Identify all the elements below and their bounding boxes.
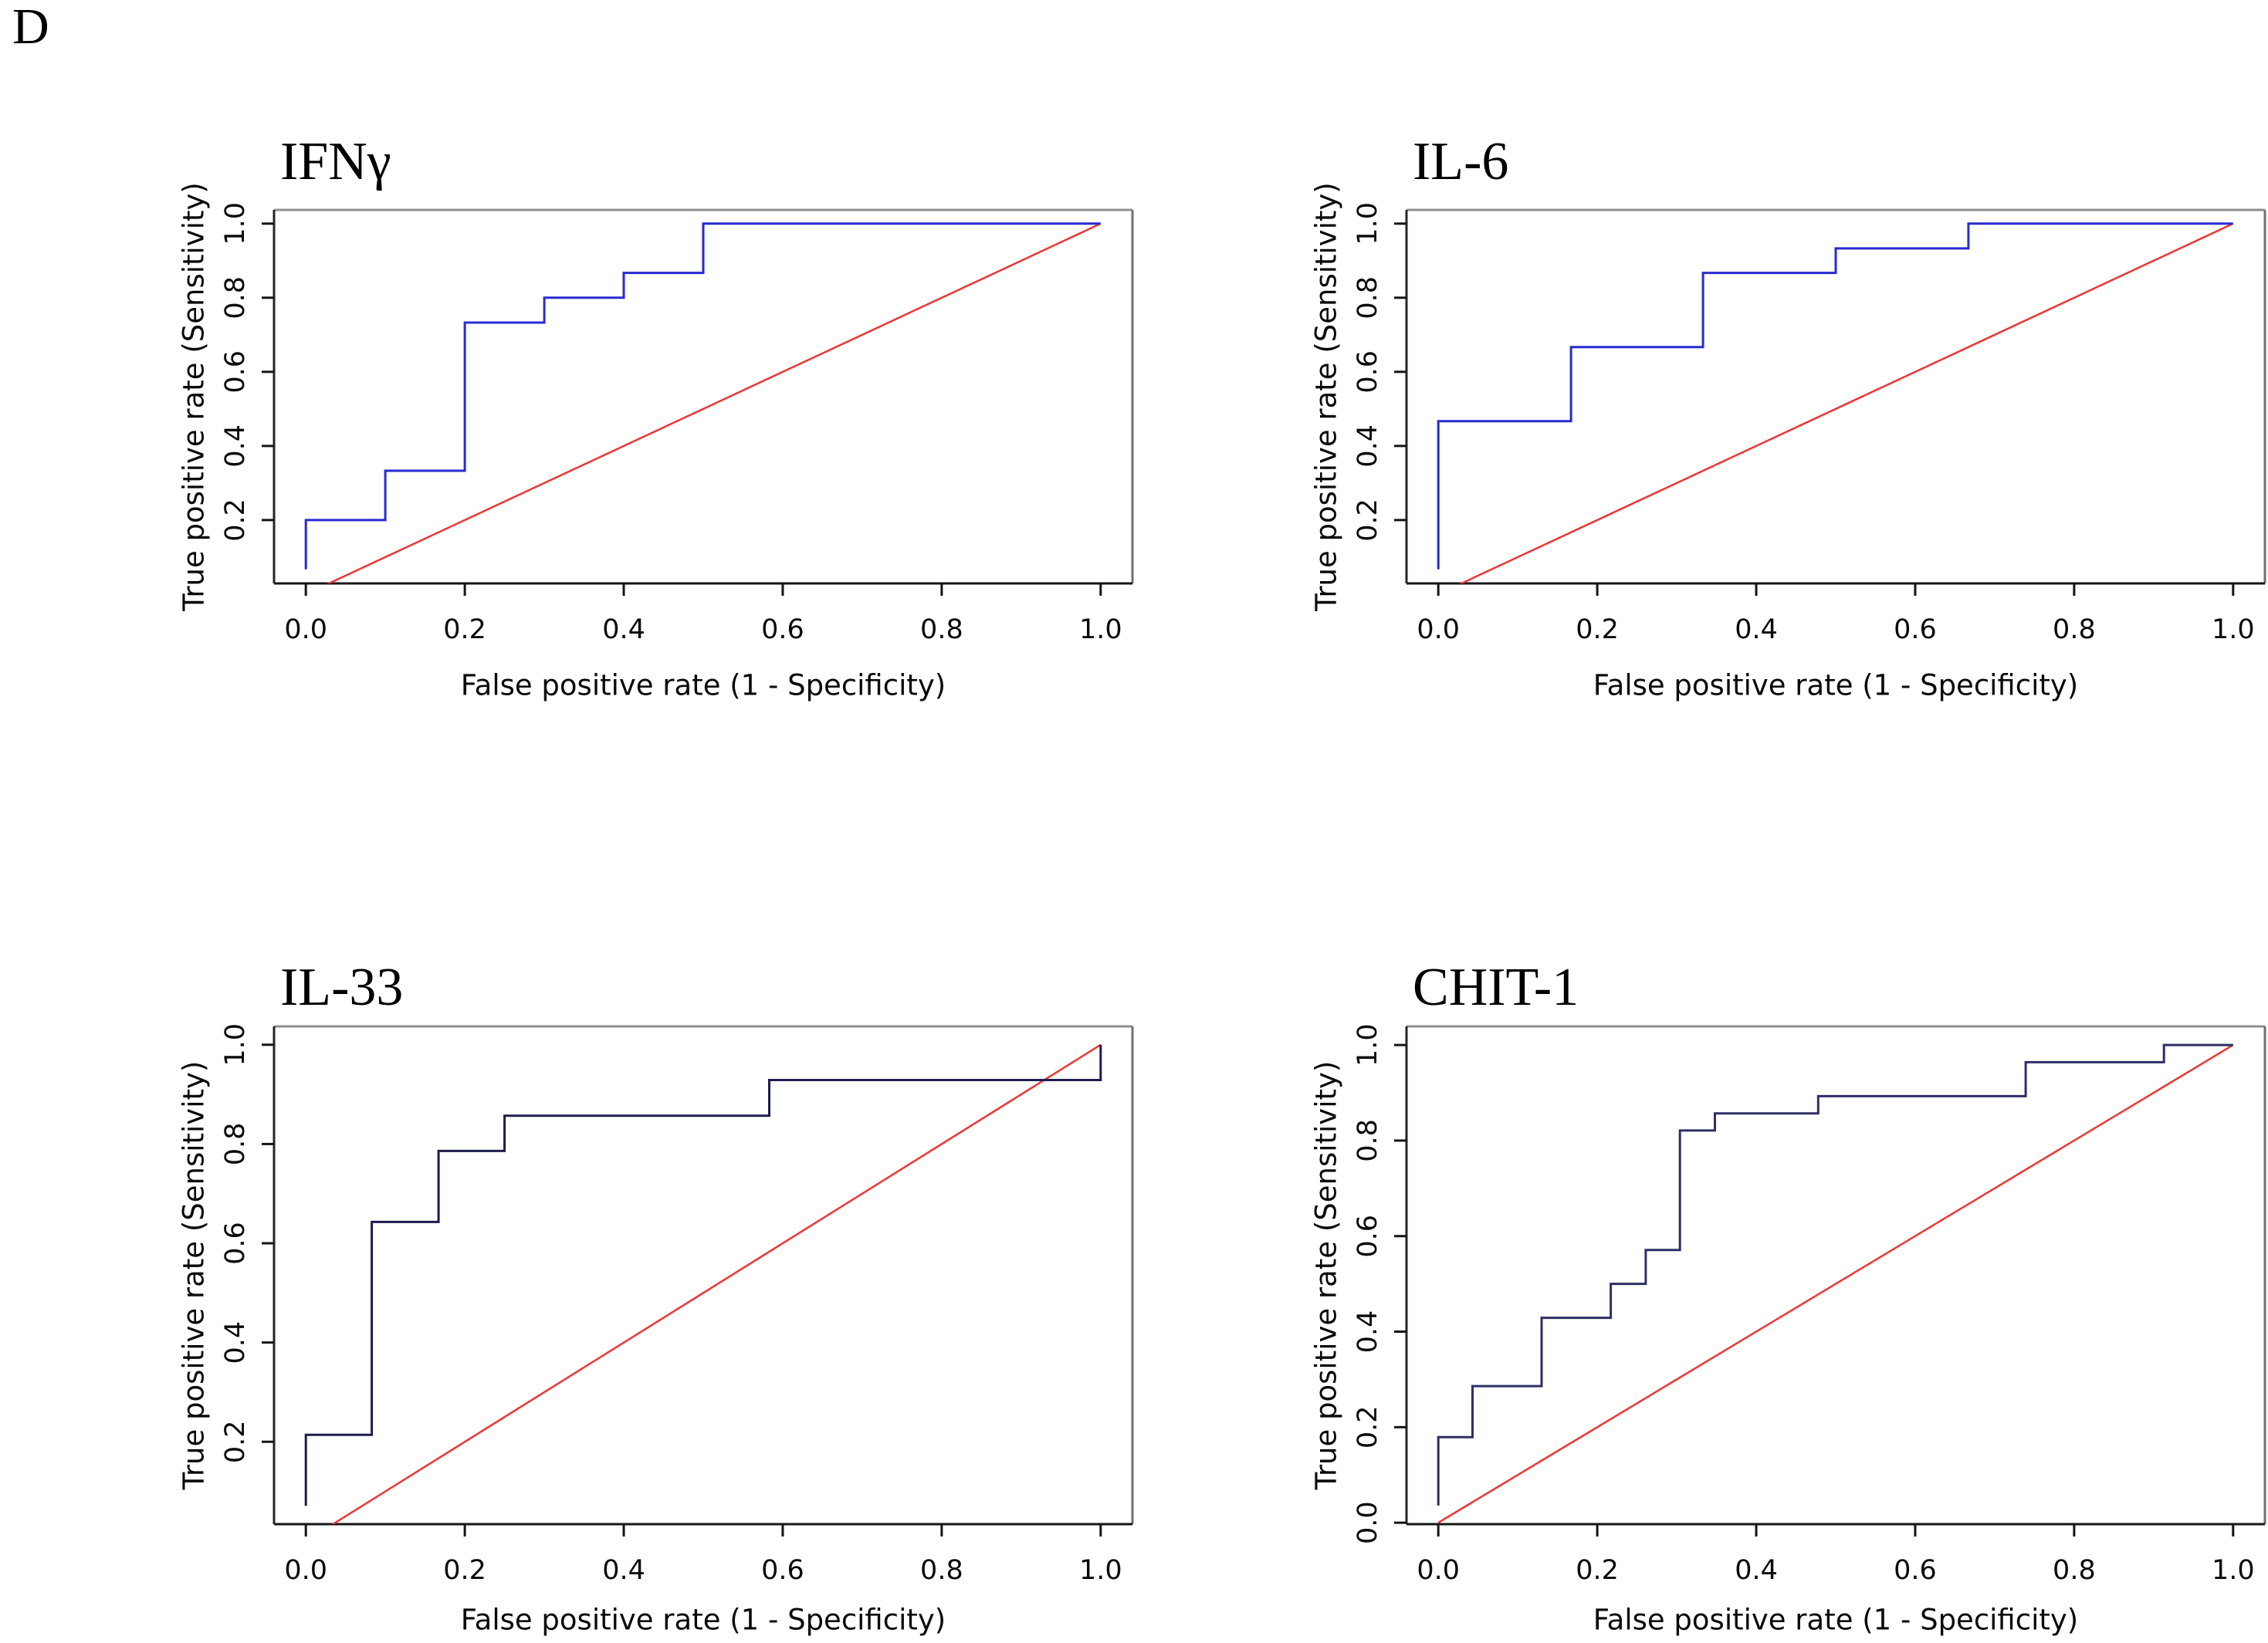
x-tick-label: 0.8 [2053, 614, 2096, 645]
y-tick-label: 0.6 [220, 1222, 251, 1265]
x-axis-title: False positive rate (1 - Specificity) [1593, 669, 2078, 702]
panel-title: IFNγ [280, 132, 391, 191]
x-tick-label: 0.2 [1576, 614, 1619, 645]
y-tick-label: 1.0 [220, 1023, 251, 1067]
y-tick-label: 0.6 [1352, 1215, 1383, 1258]
roc-plot-svg: IL-33 0.0 0.2 0.4 0.6 0.8 1.0 0.2 0.4 0.6 0.8 1.0 Fa… [178, 958, 1134, 1637]
y-tick-label: 0.2 [1352, 499, 1383, 542]
y-tick-label: 0.8 [220, 276, 251, 319]
x-tick-label: 0.6 [761, 1555, 804, 1586]
x-tick-label: 1.0 [2212, 614, 2255, 645]
roc-plot-svg: CHIT-1 0.0 0.2 0.4 0.6 0.8 1.0 0.0 0.2 0.4 0.6 0.8 1… [1310, 958, 2266, 1637]
y-tick-label: 1.0 [220, 202, 251, 245]
x-tick-label: 0.0 [1417, 614, 1460, 645]
x-axis-title: False positive rate (1 - Specificity) [461, 669, 946, 702]
x-tick-label: 0.0 [284, 614, 327, 645]
x-axis-title: False positive rate (1 - Specificity) [1593, 1604, 2078, 1637]
roc-curve-line [1437, 1043, 2233, 1506]
x-tick-label: 1.0 [2212, 1555, 2255, 1586]
y-tick-label: 0.2 [220, 1420, 251, 1463]
roc-panel-chit1: CHIT-1 0.0 0.2 0.4 0.6 0.8 1.0 0.0 0.2 0.4 0.6 0.8 1… [1134, 822, 2268, 1643]
x-tick-label: 0.2 [443, 1555, 486, 1586]
y-tick-label: 0.2 [1352, 1406, 1383, 1449]
panel-title: IL-6 [1413, 132, 1508, 191]
y-tick-label: 0.8 [220, 1123, 251, 1166]
y-tick-label: 1.0 [1352, 1023, 1383, 1067]
x-tick-label: 0.8 [2053, 1555, 2096, 1586]
y-tick-label: 0.8 [1352, 1119, 1383, 1162]
x-tick-label: 0.0 [284, 1555, 327, 1586]
x-tick-label: 0.4 [602, 1555, 645, 1586]
roc-panel-il6: IL-6 0.0 0.2 0.4 0.6 0.8 1.0 0.2 0.4 0.6 0.8 1.0 Fal… [1134, 0, 2268, 822]
y-axis-title: True positive rate (Sensitivity) [178, 182, 211, 612]
reference-diagonal-line [330, 1043, 1102, 1524]
x-tick-label: 0.0 [1417, 1555, 1460, 1586]
x-tick-label: 0.2 [443, 614, 486, 645]
x-tick-label: 0.4 [1735, 614, 1778, 645]
roc-plot-svg: IL-6 0.0 0.2 0.4 0.6 0.8 1.0 0.2 0.4 0.6 0.8 1.0 Fal… [1310, 132, 2266, 702]
y-tick-label: 1.0 [1352, 202, 1383, 245]
y-tick-label: 0.8 [1352, 276, 1383, 319]
reference-diagonal-line [327, 222, 1102, 583]
y-axis-title: True positive rate (Sensitivity) [1310, 182, 1343, 612]
x-tick-label: 0.4 [1735, 1555, 1778, 1586]
figure-label: D [12, 0, 49, 55]
x-tick-label: 0.2 [1576, 1555, 1619, 1586]
roc-panel-il33: IL-33 0.0 0.2 0.4 0.6 0.8 1.0 0.2 0.4 0.6 0.8 1.0 Fa… [0, 822, 1134, 1643]
panel-title: CHIT-1 [1413, 958, 1579, 1017]
x-tick-label: 1.0 [1079, 1555, 1122, 1586]
y-tick-label: 0.4 [220, 424, 251, 468]
x-tick-label: 1.0 [1079, 614, 1122, 645]
x-tick-label: 0.4 [602, 614, 645, 645]
y-tick-label: 0.6 [220, 350, 251, 394]
x-tick-label: 0.8 [920, 614, 963, 645]
roc-plot-svg: IFNγ 0.0 0.2 0.4 0.6 0.8 1.0 0.2 0.4 0.6 0.8 1.0 Fal… [178, 132, 1134, 702]
x-axis-title: False positive rate (1 - Specificity) [461, 1604, 946, 1637]
y-tick-label: 0.2 [220, 499, 251, 542]
roc-curve-line [1437, 222, 2233, 570]
reference-diagonal-line [1437, 1044, 2234, 1524]
y-axis-title: True positive rate (Sensitivity) [1310, 1061, 1343, 1491]
roc-panel-ifng: IFNγ 0.0 0.2 0.4 0.6 0.8 1.0 0.2 0.4 0.6 0.8 1.0 Fal… [0, 0, 1134, 822]
reference-diagonal-line [1459, 222, 2234, 583]
roc-curve-line [304, 1044, 1102, 1506]
x-tick-label: 0.6 [1894, 614, 1937, 645]
y-tick-label: 0.4 [1352, 1310, 1383, 1354]
roc-curve-line [304, 222, 1101, 570]
x-tick-label: 0.6 [1894, 1555, 1937, 1586]
y-tick-label: 0.4 [1352, 424, 1383, 468]
panel-title: IL-33 [280, 958, 403, 1017]
y-tick-label: 0.6 [1352, 350, 1383, 394]
y-tick-label: 0.4 [220, 1321, 251, 1364]
x-tick-label: 0.6 [761, 614, 804, 645]
x-tick-label: 0.8 [920, 1555, 963, 1586]
y-axis-title: True positive rate (Sensitivity) [178, 1061, 211, 1491]
y-tick-label: 0.0 [1352, 1501, 1383, 1544]
